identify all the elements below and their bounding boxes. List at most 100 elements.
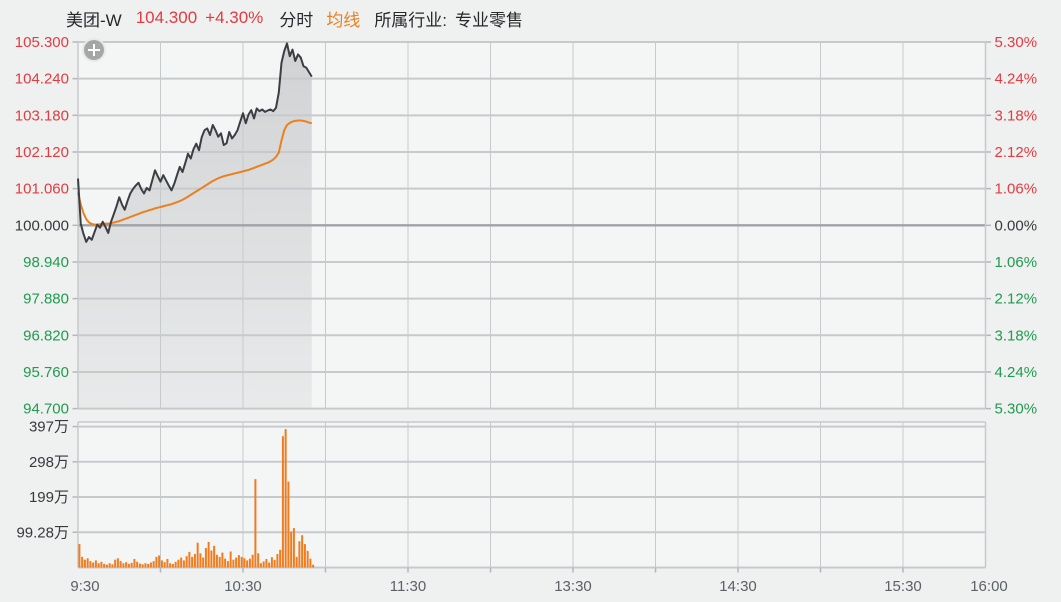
volume-bar bbox=[83, 559, 86, 568]
volume-bar bbox=[251, 554, 254, 568]
volume-axis-label: 199万 bbox=[29, 489, 69, 506]
price-axis-label: 97.880 bbox=[23, 291, 69, 308]
volume-bar bbox=[281, 436, 284, 568]
price-axis-label: 101.060 bbox=[15, 181, 69, 198]
volume-bar bbox=[196, 542, 199, 568]
percent-axis-label: 4.24% bbox=[995, 71, 1038, 88]
volume-bar bbox=[166, 558, 169, 568]
industry-value[interactable]: 专业零售 bbox=[455, 10, 524, 30]
volume-bar bbox=[224, 558, 227, 568]
volume-bar bbox=[136, 561, 139, 568]
volume-bar bbox=[213, 545, 216, 568]
price-axis-label: 105.300 bbox=[15, 34, 69, 51]
percent-axis-label: 0.00% bbox=[995, 217, 1038, 234]
volume-bar bbox=[138, 563, 141, 568]
price-axis-label: 96.820 bbox=[23, 327, 69, 344]
volume-bar bbox=[312, 564, 315, 568]
volume-bar bbox=[169, 563, 172, 568]
volume-bar bbox=[306, 550, 309, 568]
chart-header: 美团-W 104.300 +4.30% 分时 均线 所属行业: 专业零售 bbox=[66, 5, 523, 31]
volume-bar bbox=[130, 562, 133, 568]
percent-axis-label: 2.12% bbox=[995, 291, 1038, 308]
percent-axis-label: 1.06% bbox=[995, 181, 1038, 198]
price-axis-label: 102.120 bbox=[15, 144, 69, 161]
percent-axis-label: 5.30% bbox=[995, 34, 1038, 51]
volume-bar bbox=[254, 479, 257, 568]
volume-bar bbox=[191, 556, 194, 568]
change-percent: +4.30% bbox=[205, 8, 264, 27]
volume-axis-label: 397万 bbox=[29, 419, 69, 436]
current-price: 104.300 bbox=[135, 8, 198, 27]
percent-axis-label: 5.30% bbox=[995, 401, 1038, 418]
volume-bar bbox=[226, 561, 229, 568]
volume-bar bbox=[89, 561, 92, 568]
volume-bar bbox=[111, 564, 114, 568]
price-line bbox=[77, 42, 313, 243]
zoom-in-icon[interactable] bbox=[82, 38, 106, 62]
average-price-line bbox=[77, 119, 312, 226]
volume-bar bbox=[273, 560, 276, 568]
volume-bar bbox=[182, 560, 185, 568]
volume-bar bbox=[309, 558, 312, 568]
volume-bar bbox=[215, 554, 218, 568]
volume-bar bbox=[180, 557, 183, 568]
volume-bar bbox=[202, 557, 205, 568]
volume-bar bbox=[193, 554, 196, 568]
volume-bar bbox=[265, 558, 268, 568]
volume-bar bbox=[100, 561, 103, 568]
volume-bar bbox=[94, 560, 97, 568]
volume-bar bbox=[303, 544, 306, 568]
percent-axis-label: 1.06% bbox=[995, 254, 1038, 271]
volume-bar bbox=[287, 481, 290, 568]
volume-bar bbox=[147, 563, 150, 568]
volume-bar bbox=[279, 549, 282, 568]
volume-bar bbox=[232, 559, 235, 568]
volume-bar bbox=[144, 563, 147, 568]
price-axis-label: 94.700 bbox=[23, 401, 69, 418]
volume-pane-bg bbox=[78, 422, 986, 568]
percent-axis-label: 2.12% bbox=[995, 144, 1038, 161]
volume-bar bbox=[103, 563, 106, 568]
volume-bar bbox=[171, 563, 174, 568]
tab-average-line[interactable]: 均线 bbox=[326, 10, 361, 30]
volume-bar bbox=[243, 558, 246, 568]
volume-bar bbox=[207, 541, 210, 568]
volume-bar bbox=[248, 558, 251, 568]
volume-bar bbox=[155, 556, 158, 568]
time-axis-label: 16:00 bbox=[970, 578, 1008, 595]
volume-bar bbox=[268, 562, 271, 568]
time-axis-label: 11:30 bbox=[390, 578, 426, 595]
volume-bar bbox=[141, 564, 144, 568]
volume-bar bbox=[92, 562, 95, 568]
volume-bar bbox=[292, 528, 295, 568]
volume-bar bbox=[160, 560, 163, 568]
volume-bar bbox=[229, 551, 232, 568]
volume-bar bbox=[199, 553, 202, 568]
percent-axis-label: 3.18% bbox=[995, 107, 1038, 124]
volume-bar bbox=[158, 555, 161, 568]
percent-axis-label: 3.18% bbox=[995, 327, 1038, 344]
time-axis-label: 14:30 bbox=[719, 578, 757, 595]
volume-bar bbox=[284, 429, 287, 568]
volume-bar bbox=[204, 547, 207, 568]
volume-bar bbox=[116, 558, 119, 568]
volume-axis-label: 99.28万 bbox=[16, 524, 69, 541]
stock-name: 美团-W bbox=[66, 10, 122, 30]
volume-bar bbox=[108, 563, 111, 568]
price-axis-label: 95.760 bbox=[23, 364, 69, 381]
volume-bar bbox=[78, 544, 81, 568]
volume-bar bbox=[221, 552, 224, 568]
volume-bar bbox=[259, 563, 262, 568]
time-axis-label: 15:30 bbox=[884, 578, 922, 595]
volume-bar bbox=[240, 556, 243, 568]
time-axis-label: 9:30 bbox=[70, 578, 99, 595]
volume-bars bbox=[78, 429, 315, 568]
volume-bar bbox=[276, 554, 279, 568]
volume-bar bbox=[86, 558, 89, 568]
tab-minute-chart[interactable]: 分时 bbox=[279, 10, 314, 30]
volume-bar bbox=[127, 563, 130, 568]
volume-bar bbox=[114, 559, 117, 568]
volume-bar bbox=[152, 561, 155, 568]
volume-bar bbox=[257, 553, 260, 568]
